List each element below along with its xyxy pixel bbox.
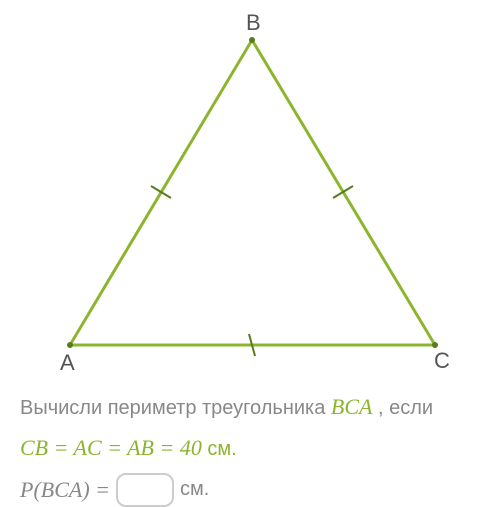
vertex-label-b: B — [246, 10, 261, 36]
triangle-svg — [30, 10, 470, 380]
condition-line: CB = AC = AB = 40 см. — [20, 429, 480, 466]
condition-equation: CB = AC = AB = 40 — [20, 435, 202, 460]
question-prefix: Вычисли периметр треугольника — [20, 397, 331, 419]
question-text: Вычисли периметр треугольника BCA , если — [20, 388, 480, 425]
perimeter-suffix: ) = — [82, 477, 110, 502]
period-1: . — [231, 438, 237, 460]
perimeter-expression: P(BCA) = — [20, 477, 110, 503]
vertex-label-a: A — [60, 350, 75, 376]
triangle-name: BCA — [331, 394, 373, 419]
vertex-label-c: C — [434, 348, 450, 374]
answer-input[interactable] — [116, 473, 174, 507]
vertex-a-dot — [67, 342, 73, 348]
question-suffix: , если — [372, 397, 433, 419]
answer-line: P(BCA) = см. — [20, 473, 480, 507]
vertex-b-dot — [249, 37, 255, 43]
tick-bc — [333, 186, 353, 198]
triangle-diagram: A B C — [30, 10, 470, 380]
unit-cm-2: см. — [180, 478, 209, 501]
perimeter-prefix: P( — [20, 477, 41, 502]
tick-ab — [151, 186, 171, 198]
perimeter-var: BCA — [41, 477, 83, 502]
unit-cm-1: см — [207, 438, 231, 460]
